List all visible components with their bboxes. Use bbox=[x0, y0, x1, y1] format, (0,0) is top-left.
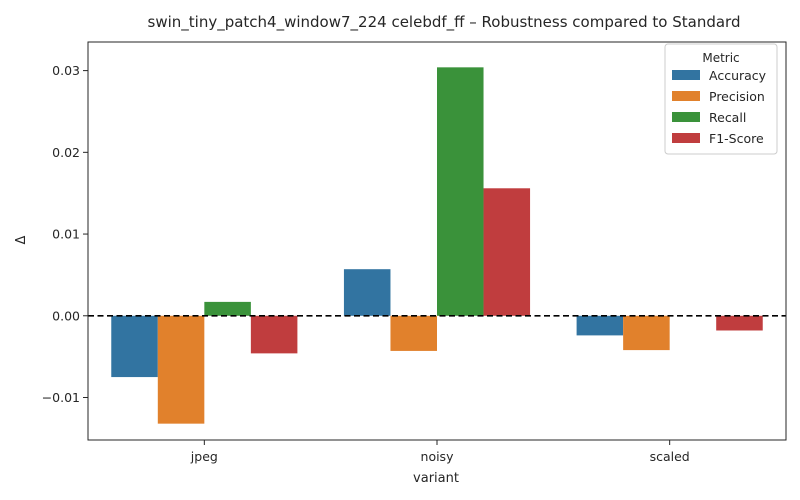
y-axis: −0.01 0.00 0.01 0.02 0.03 bbox=[42, 63, 88, 405]
bar-precision-scaled bbox=[623, 315, 670, 351]
x-tick-label: jpeg bbox=[190, 449, 218, 464]
y-tick-label: 0.03 bbox=[52, 63, 80, 78]
legend-title: Metric bbox=[702, 51, 739, 65]
bar-f1-score-jpeg bbox=[250, 315, 298, 354]
bar-f1-score-noisy bbox=[483, 188, 531, 316]
bar-recall-noisy bbox=[437, 67, 484, 316]
legend: Metric Accuracy Precision Recall F1-Score bbox=[664, 43, 778, 155]
bar-precision-noisy bbox=[390, 315, 437, 351]
x-axis-label: variant bbox=[413, 471, 459, 486]
legend-label-f1-score: F1-Score bbox=[709, 131, 764, 146]
y-axis-label: Δ bbox=[14, 235, 29, 244]
legend-swatch-recall bbox=[672, 112, 700, 122]
legend-swatch-f1-score bbox=[672, 133, 700, 143]
plot-bars bbox=[111, 67, 763, 424]
chart-title: swin_tiny_patch4_window7_224 celebdf_ff … bbox=[148, 13, 741, 32]
bar-f1-score-scaled bbox=[716, 315, 763, 331]
legend-label-precision: Precision bbox=[709, 89, 765, 104]
bar-recall-jpeg bbox=[204, 301, 251, 316]
x-tick-label: scaled bbox=[650, 449, 690, 464]
bar-precision-jpeg bbox=[157, 315, 205, 424]
y-tick-label: 0.00 bbox=[52, 308, 80, 323]
y-tick-label: −0.01 bbox=[42, 390, 80, 405]
legend-label-recall: Recall bbox=[709, 110, 746, 125]
y-tick-label: 0.02 bbox=[52, 145, 80, 160]
legend-label-accuracy: Accuracy bbox=[709, 68, 767, 83]
bar-accuracy-scaled bbox=[576, 315, 624, 336]
y-tick-label: 0.01 bbox=[52, 227, 80, 242]
x-axis: jpeg noisy scaled bbox=[190, 440, 690, 464]
legend-swatch-accuracy bbox=[672, 70, 700, 80]
bar-accuracy-noisy bbox=[343, 269, 391, 316]
bar-accuracy-jpeg bbox=[111, 315, 158, 378]
x-tick-label: noisy bbox=[421, 449, 455, 464]
legend-swatch-precision bbox=[672, 91, 700, 101]
